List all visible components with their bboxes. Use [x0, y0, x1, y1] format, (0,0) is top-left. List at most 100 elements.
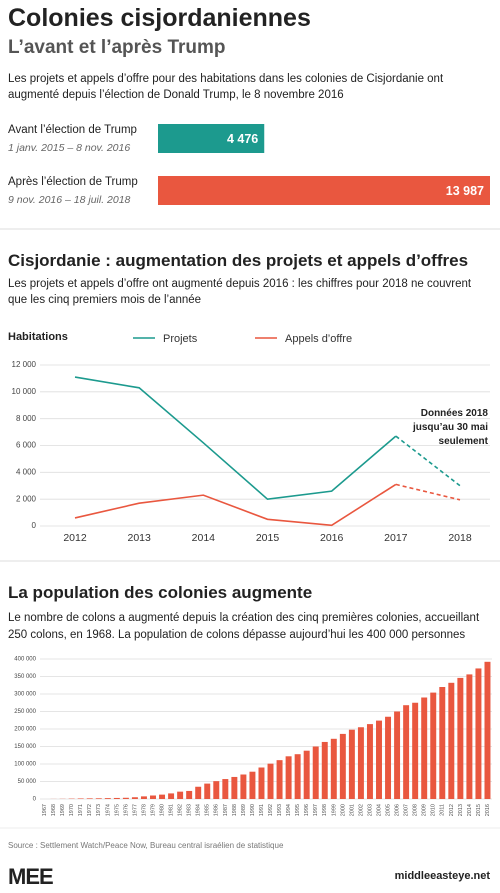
x-tick-label: 1977: [132, 804, 138, 816]
subtitle: L’avant et l’après Trump: [8, 37, 226, 58]
bar: [131, 797, 138, 799]
bar: [421, 697, 428, 799]
x-tick-label: 2013: [458, 804, 464, 816]
bar: [439, 687, 446, 799]
x-tick-label: 2002: [358, 804, 364, 816]
bar: [285, 756, 292, 799]
bar: [394, 711, 401, 799]
x-tick-label: 1975: [114, 804, 120, 816]
y-tick-label: 0: [32, 521, 37, 530]
bar: [249, 771, 256, 799]
category-note: 1 janv. 2015 – 8 nov. 2016: [8, 142, 130, 154]
bar: [213, 781, 220, 799]
annotation: Données 2018 jusqu’au 30 mai seulement: [412, 408, 488, 447]
x-tick-label: 1978: [141, 804, 147, 816]
y-tick-label: 100 000: [14, 762, 36, 768]
bar: [204, 783, 211, 799]
x-tick-label: 2011: [440, 804, 446, 816]
bar: [95, 798, 102, 799]
bar: [366, 724, 373, 799]
x-tick-label: 2008: [413, 804, 419, 816]
bar: [195, 786, 202, 799]
x-tick-label: 1976: [123, 804, 129, 816]
bar: [339, 733, 346, 799]
x-tick-label: 1999: [331, 804, 337, 816]
x-tick-label: 1970: [69, 804, 75, 816]
bar: [168, 793, 175, 799]
legend-label: Appels d’offre: [285, 333, 352, 345]
bar: [240, 774, 247, 799]
x-tick-label: 1994: [286, 804, 292, 816]
y-tick-label: 300 000: [14, 692, 36, 698]
bar: [412, 702, 419, 799]
category-note: 9 nov. 2016 – 18 juil. 2018: [8, 194, 131, 206]
x-tick-label: 2014: [467, 804, 473, 816]
bar: [231, 776, 238, 799]
bar: [122, 797, 129, 799]
x-tick-label: 1986: [214, 804, 220, 816]
x-tick-label: 1985: [205, 804, 211, 816]
x-tick-label: 1973: [96, 804, 102, 816]
x-tick-label: 2000: [340, 804, 346, 816]
bar: [113, 797, 120, 799]
bar: [484, 661, 491, 799]
x-tick-label: 2012: [449, 804, 455, 816]
bar: [86, 798, 93, 799]
x-tick-label: 2005: [385, 804, 391, 816]
x-tick-label: 2018: [448, 532, 472, 544]
chart-subtitle: Les projets et appels d’offre ont augmen…: [8, 278, 472, 306]
x-tick-label: 1979: [150, 804, 156, 816]
bar: [357, 727, 364, 799]
y-tick-label: 6 000: [16, 441, 37, 450]
y-tick-label: 12 000: [12, 360, 37, 369]
bar: [312, 746, 319, 799]
x-tick-label: 1996: [304, 804, 310, 816]
line: [74, 376, 397, 501]
bar: [150, 795, 156, 799]
bar: [475, 668, 482, 799]
bar: [385, 716, 392, 799]
y-tick-label: 200 000: [14, 727, 36, 733]
bar: [267, 763, 274, 799]
y-tick-label: 150 000: [14, 744, 36, 750]
chart-title: La population des colonies augmente: [8, 583, 313, 602]
y-tick-label: 350 000: [14, 674, 36, 680]
description: Les projets et appels d’offre pour des h…: [8, 73, 444, 101]
x-tick-label: 1987: [223, 804, 229, 816]
bar: [321, 741, 328, 799]
bar: [330, 738, 337, 799]
category-label: Après l’élection de Trump: [8, 176, 138, 188]
x-tick-label: 2013: [127, 532, 151, 544]
x-tick-label: 2009: [422, 804, 428, 816]
bar: [348, 729, 355, 799]
x-tick-label: 2017: [384, 532, 408, 544]
x-tick-label: 2001: [349, 804, 355, 816]
chart-title: Cisjordanie : augmentation des projets e…: [8, 251, 469, 270]
x-tick-label: 1992: [268, 804, 274, 816]
bar: [140, 796, 147, 799]
x-tick-label: 2007: [404, 804, 410, 816]
y-tick-label: 400 000: [14, 657, 36, 663]
x-tick-label: 1991: [259, 804, 265, 816]
x-tick-label: 1980: [159, 804, 165, 816]
bar: [104, 798, 111, 799]
y-tick-label: 4 000: [16, 467, 37, 476]
category-label: Avant l’élection de Trump: [8, 124, 137, 136]
x-tick-label: 2016: [485, 804, 491, 816]
x-tick-label: 2012: [63, 532, 87, 544]
x-tick-label: 1998: [322, 804, 328, 816]
bar: [158, 176, 490, 205]
bar: [466, 674, 473, 799]
bar: [376, 720, 382, 799]
y-tick-label: 0: [33, 797, 37, 803]
x-tick-label: 2014: [192, 532, 216, 544]
x-tick-label: 1974: [105, 804, 111, 816]
axis-label: Habitations: [8, 331, 68, 343]
x-tick-label: 1984: [196, 804, 202, 816]
x-tick-label: 1981: [169, 804, 175, 816]
x-tick-label: 1971: [78, 804, 84, 816]
bar: [430, 692, 437, 799]
x-tick-label: 1997: [313, 804, 319, 816]
y-tick-label: 8 000: [16, 414, 37, 423]
logo: MEE: [8, 864, 54, 889]
